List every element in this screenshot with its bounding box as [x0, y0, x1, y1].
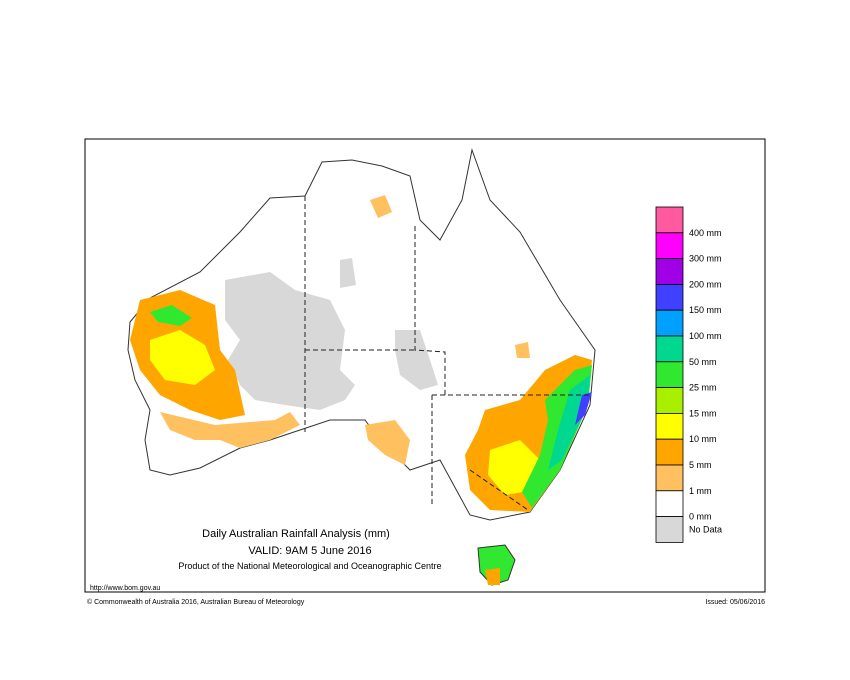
product-note: Product of the National Meteorological a… — [178, 561, 441, 571]
legend-label: 300 mm — [689, 254, 722, 264]
legend-swatch — [655, 516, 684, 543]
legend-label: 50 mm — [689, 357, 717, 367]
legend-swatch — [655, 309, 684, 337]
legend-swatch — [655, 387, 684, 414]
legend-swatch — [655, 258, 684, 285]
legend-swatch — [655, 206, 684, 234]
legend-label: 10 mm — [689, 434, 717, 444]
legend-swatch — [655, 412, 684, 440]
legend-swatch — [655, 335, 684, 363]
valid-time: VALID: 9AM 5 June 2016 — [248, 545, 371, 557]
legend-label: 400 mm — [689, 228, 722, 238]
legend-label: No Data — [689, 525, 722, 535]
legend-label: 15 mm — [689, 408, 717, 418]
legend-label: 25 mm — [689, 383, 717, 393]
legend-swatch — [655, 232, 684, 260]
legend-swatch — [655, 361, 684, 388]
legend: 400 mm 300 mm 200 mm 150 mm 100 mm 50 mm 25 mm… — [655, 206, 722, 543]
issued-date: Issued: 05/06/2016 — [705, 599, 765, 606]
legend-swatch — [655, 283, 684, 311]
legend-label: 200 mm — [689, 279, 722, 289]
legend-swatch — [655, 464, 684, 492]
legend-label: 0 mm — [689, 512, 712, 522]
legend-label: 1 mm — [689, 486, 712, 496]
legend-swatch — [655, 490, 684, 517]
australia — [127, 148, 596, 586]
source-url: http://www.bom.gov.au — [90, 585, 160, 592]
legend-swatch — [655, 438, 684, 466]
map-title: Daily Australian Rainfall Analysis (mm) — [202, 528, 390, 540]
legend-label: 100 mm — [689, 331, 722, 341]
copyright: © Commonwealth of Australia 2016, Austra… — [87, 598, 305, 606]
legend-label: 5 mm — [689, 460, 712, 470]
legend-label: 150 mm — [689, 305, 722, 315]
